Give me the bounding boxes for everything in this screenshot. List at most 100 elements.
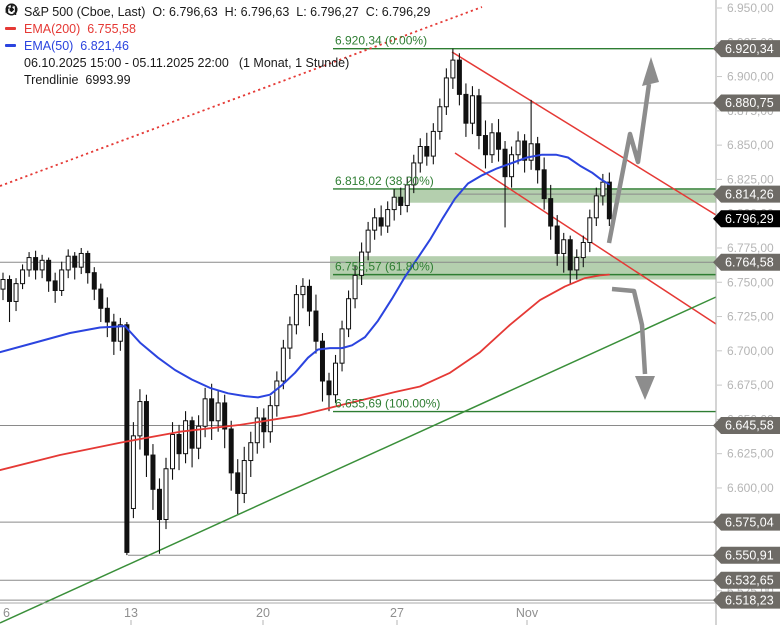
candle xyxy=(196,415,202,460)
projection-down[interactable] xyxy=(611,286,648,375)
candle xyxy=(98,283,104,323)
price-level-badge: 6.550,91 xyxy=(713,546,780,564)
candle xyxy=(398,187,404,216)
trendline-uptrend-dotted-broken[interactable] xyxy=(0,6,483,187)
y-tick-label: 6.850,00 xyxy=(727,138,774,152)
fib-level-label: 6.818,02 (38.20%) xyxy=(335,174,434,188)
candle xyxy=(372,208,378,240)
price-badge-label: 6.550,91 xyxy=(725,548,774,562)
candle xyxy=(143,394,149,477)
candle xyxy=(20,264,26,290)
legend-symbol-row[interactable]: S&P 500 (Cboe, Last) O: 6.796,63 H: 6.79… xyxy=(5,3,430,20)
candle xyxy=(46,257,52,292)
ema50-value: 6.821,46 xyxy=(80,38,129,53)
price-level-badge: 6.532,65 xyxy=(713,571,780,589)
y-tick-label: 6.675,00 xyxy=(727,378,774,392)
candle xyxy=(26,252,32,277)
candle xyxy=(515,131,521,165)
x-tick-label: 13 xyxy=(124,606,138,620)
x-axis-scale[interactable]: 6 13 20 27 Nov xyxy=(3,606,539,625)
candle xyxy=(209,383,215,440)
candle xyxy=(111,313,117,355)
candle xyxy=(170,422,176,480)
candle xyxy=(241,446,247,504)
ohlc-high-label: H: xyxy=(224,4,238,19)
candle xyxy=(528,99,534,170)
candle xyxy=(522,134,528,173)
candle xyxy=(274,371,280,417)
candle xyxy=(65,249,71,279)
ema50-label: EMA(50) xyxy=(24,38,74,53)
period-text: 06.10.2025 15:00 - 05.11.2025 22:00 xyxy=(24,55,229,70)
fib-level-label: 6.920,34 (0.00%) xyxy=(335,34,427,48)
ohlc-open-label: O: xyxy=(152,4,166,19)
ema200-line[interactable] xyxy=(0,273,610,471)
candle xyxy=(163,457,169,530)
candle xyxy=(365,221,371,261)
candle xyxy=(183,411,189,464)
x-tick-label: Nov xyxy=(516,606,539,620)
x-tick-label: 20 xyxy=(256,606,270,620)
legend-trendline-row[interactable]: Trendlinie 6993.99 xyxy=(5,3,430,88)
candle xyxy=(124,322,130,556)
candle xyxy=(261,408,267,449)
projection-zigzag-up[interactable] xyxy=(606,83,652,244)
candle xyxy=(535,136,541,184)
period-suffix: (1 Monat, 1 Stunde) xyxy=(238,55,350,70)
y-tick-label: 6.900,00 xyxy=(727,70,774,84)
candle xyxy=(352,265,358,309)
projection-zigzag-up-head xyxy=(642,57,659,86)
price-badge-label: 6.796,29 xyxy=(725,212,774,226)
candle xyxy=(222,394,228,449)
ohlc-close-value: 6.796,29 xyxy=(381,4,431,19)
candle xyxy=(117,317,123,351)
price-badge-label: 6.575,04 xyxy=(725,515,774,529)
price-badges-layer: 6.920,34 6.880,75 6.814,26 6.796,29 6.764,58… xyxy=(713,40,780,609)
candle xyxy=(554,215,560,266)
y-tick-label: 6.625,00 xyxy=(727,447,774,461)
trendline-label: Trendlinie xyxy=(24,72,79,87)
candle xyxy=(489,123,495,163)
candle xyxy=(33,250,39,280)
candle xyxy=(346,290,352,338)
candle xyxy=(502,141,508,228)
trendline-value: 6993.99 xyxy=(85,72,131,87)
candle xyxy=(235,459,241,515)
price-badge-label: 6.645,58 xyxy=(725,419,774,433)
candle xyxy=(130,422,136,519)
candle xyxy=(156,478,162,554)
candle xyxy=(391,189,397,221)
trendlines-layer xyxy=(0,6,717,624)
candle xyxy=(417,138,423,173)
candle xyxy=(39,254,45,279)
candle xyxy=(85,250,91,284)
candle xyxy=(300,278,306,309)
candle xyxy=(150,444,156,510)
arrows-layer xyxy=(606,57,659,400)
price-badge-label: 6.532,65 xyxy=(725,574,774,588)
candle xyxy=(7,275,13,323)
price-badge-label: 6.518,23 xyxy=(725,593,774,607)
y-tick-label: 6.750,00 xyxy=(727,275,774,289)
price-level-badge: 6.575,04 xyxy=(713,513,780,531)
legend-period-row[interactable]: 06.10.2025 15:00 - 05.11.2025 22:00 (1 Mo… xyxy=(5,3,430,71)
y-tick-label: 6.700,00 xyxy=(727,344,774,358)
candle xyxy=(411,154,417,194)
candle xyxy=(104,297,110,338)
candle xyxy=(385,201,391,233)
ema50-line[interactable] xyxy=(0,153,610,399)
fib-labels-layer: 6.920,34 (0.00%) 6.818,02 (38.20%) 6.755,5… xyxy=(335,34,440,411)
candle xyxy=(443,68,449,115)
candle xyxy=(287,316,293,360)
candle xyxy=(228,420,234,491)
legend-ema200-row[interactable]: EMA(200) 6.755,58 xyxy=(5,20,430,37)
x-tick-label: 27 xyxy=(390,606,404,620)
trendline-down-channel-upper[interactable] xyxy=(451,51,717,216)
trendline-down-channel-lower[interactable] xyxy=(454,152,717,325)
y-axis-scale[interactable]: 6.950,006.925,006.900,006.875,006.850,00… xyxy=(717,1,774,598)
trendline-long-uptrend[interactable] xyxy=(0,296,717,624)
legend-ema50-row[interactable]: EMA(50) 6.821,46 xyxy=(5,37,430,54)
candle xyxy=(137,389,143,450)
ema200-swatch-icon xyxy=(5,27,20,30)
